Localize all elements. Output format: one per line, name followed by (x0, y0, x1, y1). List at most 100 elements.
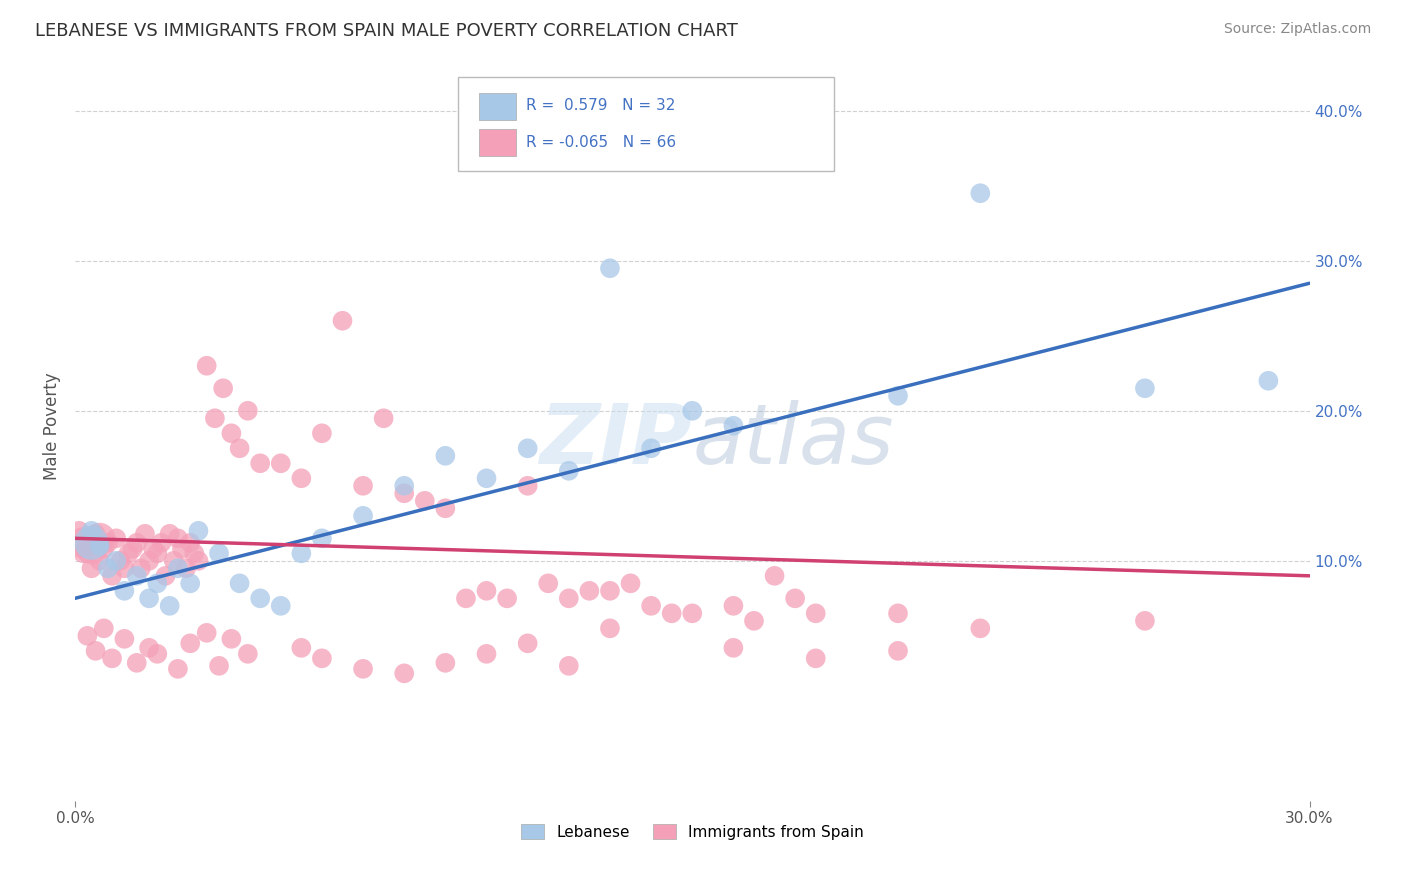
Text: atlas: atlas (692, 401, 894, 482)
Point (195, 625, 218, 640)
Point (228, 442, 250, 456)
Point (93, 541, 115, 556)
Point (125, 569, 148, 583)
Point (619, 576, 641, 591)
Point (558, 658, 581, 673)
Point (208, 546, 231, 560)
Point (537, 576, 560, 591)
Point (1133, 381, 1156, 395)
Point (159, 599, 181, 613)
Point (84, 526, 107, 541)
Point (80, 536, 103, 550)
Point (167, 531, 190, 545)
Point (72, 546, 94, 560)
Point (373, 411, 395, 425)
Point (146, 546, 169, 560)
Point (681, 607, 703, 621)
Point (80, 541, 103, 556)
Point (434, 501, 457, 516)
Point (89, 531, 111, 545)
Point (413, 493, 436, 508)
Point (352, 508, 374, 523)
Point (969, 186, 991, 201)
Point (84, 644, 107, 658)
Point (311, 531, 333, 545)
Point (392, 479, 415, 493)
Point (392, 486, 415, 500)
Point (1133, 614, 1156, 628)
Point (270, 456, 292, 470)
Point (117, 546, 139, 560)
Point (599, 621, 621, 635)
Point (138, 640, 160, 655)
Point (204, 411, 226, 425)
Point (434, 656, 457, 670)
Point (105, 531, 128, 545)
Point (101, 569, 124, 583)
FancyBboxPatch shape (478, 93, 516, 120)
Point (352, 662, 374, 676)
Point (125, 536, 148, 550)
Point (236, 404, 259, 418)
Point (195, 359, 218, 373)
Point (67, 524, 90, 538)
Point (516, 442, 538, 456)
Point (112, 583, 135, 598)
Point (72, 536, 94, 550)
Point (101, 651, 124, 665)
Point (167, 561, 190, 575)
Point (475, 471, 498, 485)
Point (723, 599, 745, 613)
Point (969, 621, 991, 635)
Point (167, 662, 190, 676)
Point (516, 636, 538, 650)
Point (516, 479, 538, 493)
Point (105, 554, 128, 568)
Point (159, 526, 181, 541)
Point (112, 561, 135, 575)
FancyBboxPatch shape (478, 129, 516, 156)
Point (236, 647, 259, 661)
Point (146, 647, 169, 661)
Point (392, 666, 415, 681)
Point (742, 614, 765, 628)
Text: R =  0.579   N = 32: R = 0.579 N = 32 (526, 98, 675, 113)
Point (129, 561, 152, 575)
Point (763, 569, 786, 583)
Point (311, 426, 333, 441)
Point (89, 554, 111, 568)
Point (89, 539, 111, 553)
Point (138, 591, 160, 606)
Point (187, 554, 209, 568)
Point (212, 381, 235, 395)
Point (110, 554, 132, 568)
Text: LEBANESE VS IMMIGRANTS FROM SPAIN MALE POVERTY CORRELATION CHART: LEBANESE VS IMMIGRANTS FROM SPAIN MALE P… (35, 22, 738, 40)
Point (150, 536, 173, 550)
Point (496, 591, 519, 606)
Point (785, 591, 807, 606)
Point (146, 576, 169, 591)
Point (558, 591, 581, 606)
Point (558, 464, 581, 478)
Point (475, 583, 498, 598)
Point (640, 599, 662, 613)
Text: R = -0.065   N = 66: R = -0.065 N = 66 (526, 135, 676, 150)
Point (804, 607, 827, 621)
Point (887, 644, 910, 658)
Legend: Lebanese, Immigrants from Spain: Lebanese, Immigrants from Spain (515, 818, 869, 846)
Point (134, 526, 156, 541)
Point (352, 479, 374, 493)
Point (599, 583, 621, 598)
Text: ZIP: ZIP (540, 401, 692, 482)
Point (804, 651, 827, 665)
Point (97, 561, 120, 575)
Point (270, 599, 292, 613)
Point (332, 314, 354, 328)
Point (681, 404, 703, 418)
Point (290, 546, 312, 560)
Point (723, 640, 745, 655)
Point (76, 539, 98, 553)
Point (112, 632, 135, 646)
Point (723, 418, 745, 433)
Point (1257, 374, 1279, 388)
